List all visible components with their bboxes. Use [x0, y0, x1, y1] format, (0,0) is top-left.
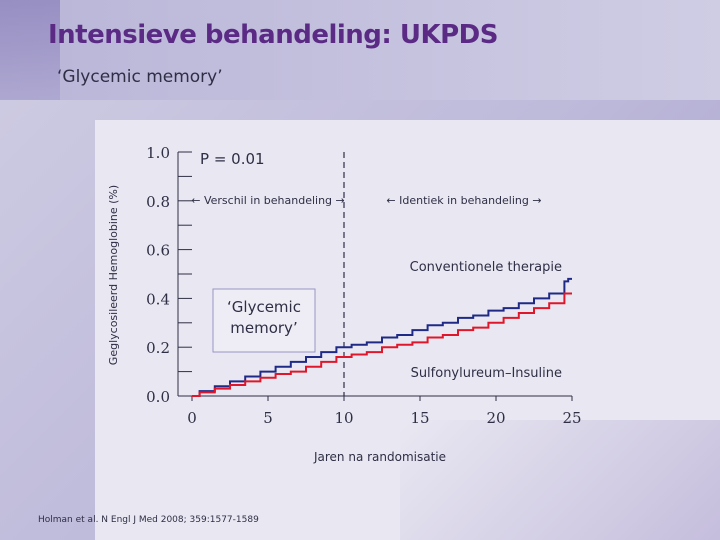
chart-axes: 0.0 0.2 0.4 0.6 0.8 1.0 0 5 10 15 20 25 Jaren na ran…: [107, 144, 582, 464]
citation: Holman et al. N Engl J Med 2008; 359:157…: [38, 515, 259, 525]
header-decoration: [0, 0, 60, 100]
chart-annotations: P = 0.01 ← Verschil in behandeling → ← Ide…: [191, 150, 562, 381]
y-tick-label: 0.2: [146, 339, 170, 357]
glycemic-memory-box: [212, 288, 316, 353]
phase-label-different: ← Verschil in behandeling →: [191, 194, 345, 207]
x-tick-label: 20: [486, 409, 505, 427]
y-tick-label: 0.6: [146, 242, 170, 260]
y-tick-label: 0.0: [146, 388, 170, 406]
p-value-label: P = 0.01: [200, 150, 265, 168]
x-axis-title: Jaren na randomisatie: [313, 450, 446, 464]
x-tick-label: 5: [263, 409, 273, 427]
series-label-conventional: Conventionele therapie: [410, 260, 562, 275]
x-tick-label: 0: [187, 409, 197, 427]
glycemic-memory-label-line1: ‘Glycemic: [227, 298, 301, 316]
y-tick-label: 1.0: [146, 144, 170, 162]
x-tick-label: 15: [410, 409, 429, 427]
header-band: [0, 0, 720, 100]
chart-series: [192, 277, 572, 397]
series-line-sulfonylurea-insulin: [192, 292, 572, 397]
plot-panel: [95, 120, 720, 540]
glycemic-memory-label-line2: memory’: [230, 319, 297, 337]
background-shade: [400, 420, 720, 540]
x-tick-label: 10: [334, 409, 353, 427]
phase-label-identical: ← Identiek in behandeling →: [386, 194, 541, 207]
series-line-conventional: [192, 277, 572, 397]
x-tick-label: 25: [562, 409, 581, 427]
y-axis-title: Geglycosileerd Hemoglobine (%): [107, 185, 120, 365]
y-tick-label: 0.8: [146, 193, 170, 211]
slide-subtitle: ‘Glycemic memory’: [57, 67, 223, 87]
y-tick-label: 0.4: [146, 290, 170, 308]
slide-title: Intensieve behandeling: UKPDS: [48, 20, 498, 50]
series-label-sulfonylurea-insulin: Sulfonylureum–Insuline: [411, 366, 562, 381]
